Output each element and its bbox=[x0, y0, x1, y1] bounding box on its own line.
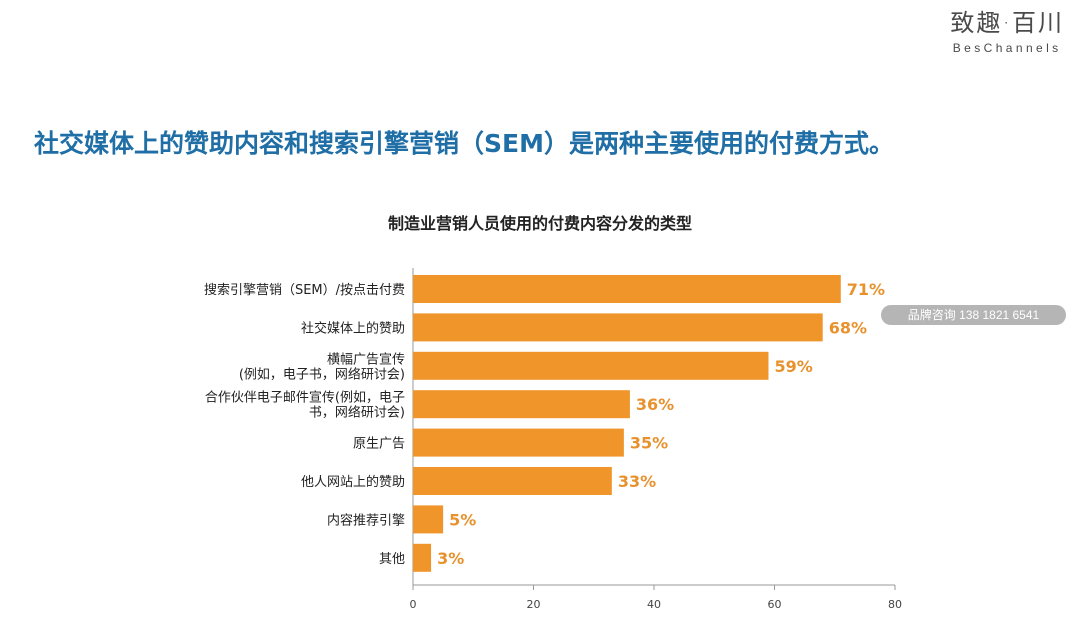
value-label-5: 33% bbox=[618, 472, 656, 491]
brand-name-en: BesChannels bbox=[952, 41, 1062, 55]
bar-3 bbox=[413, 390, 630, 419]
x-tick-label-3: 60 bbox=[768, 598, 782, 611]
category-label-0-0: 搜索引擎营销（SEM）/按点击付费 bbox=[204, 283, 405, 298]
value-label-3: 36% bbox=[636, 395, 674, 414]
x-tick-label-0: 0 bbox=[410, 598, 417, 611]
category-label-6-0: 内容推荐引擎 bbox=[327, 512, 405, 528]
x-tick-label-1: 20 bbox=[527, 598, 541, 611]
x-tick-label-4: 80 bbox=[888, 598, 902, 611]
category-label-2-0: 横幅广告宣传 bbox=[327, 351, 405, 367]
category-label-3-1: 书，网络研讨会) bbox=[309, 405, 405, 421]
brand-name-cn: 致趣·百川 bbox=[950, 9, 1064, 37]
value-label-0: 71% bbox=[847, 280, 885, 299]
bar-7 bbox=[413, 543, 432, 572]
bar-5 bbox=[413, 467, 612, 495]
bar-6 bbox=[413, 505, 444, 534]
category-label-3-0: 合作伙伴电子邮件宣传(例如，电子 bbox=[205, 390, 405, 406]
page-headline: 社交媒体上的赞助内容和搜索引擎营销（SEM）是两种主要使用的付费方式。 bbox=[34, 129, 894, 158]
value-label-6: 5% bbox=[449, 510, 476, 529]
category-label-7-0: 其他 bbox=[379, 552, 405, 567]
bar-0 bbox=[413, 275, 841, 303]
category-label-4-0: 原生广告 bbox=[353, 437, 405, 452]
value-label-1: 68% bbox=[829, 318, 867, 337]
value-label-2: 59% bbox=[774, 357, 812, 376]
chart-title: 制造业营销人员使用的付费内容分发的类型 bbox=[387, 214, 692, 233]
category-label-1-0: 社交媒体上的赞助 bbox=[301, 320, 405, 336]
bar-4 bbox=[413, 428, 624, 457]
brand-logo: 致趣·百川 BesChannels bbox=[950, 6, 1064, 56]
contact-watermark: 品牌咨询 138 1821 6541 bbox=[881, 305, 1066, 325]
x-tick-label-2: 40 bbox=[647, 598, 661, 611]
category-label-5-0: 他人网站上的赞助 bbox=[301, 474, 405, 490]
value-label-4: 35% bbox=[630, 434, 668, 453]
bar-2 bbox=[413, 351, 769, 380]
bar-1 bbox=[413, 313, 823, 342]
value-label-7: 3% bbox=[437, 549, 464, 568]
category-label-2-1: (例如，电子书，网络研讨会) bbox=[239, 366, 405, 382]
